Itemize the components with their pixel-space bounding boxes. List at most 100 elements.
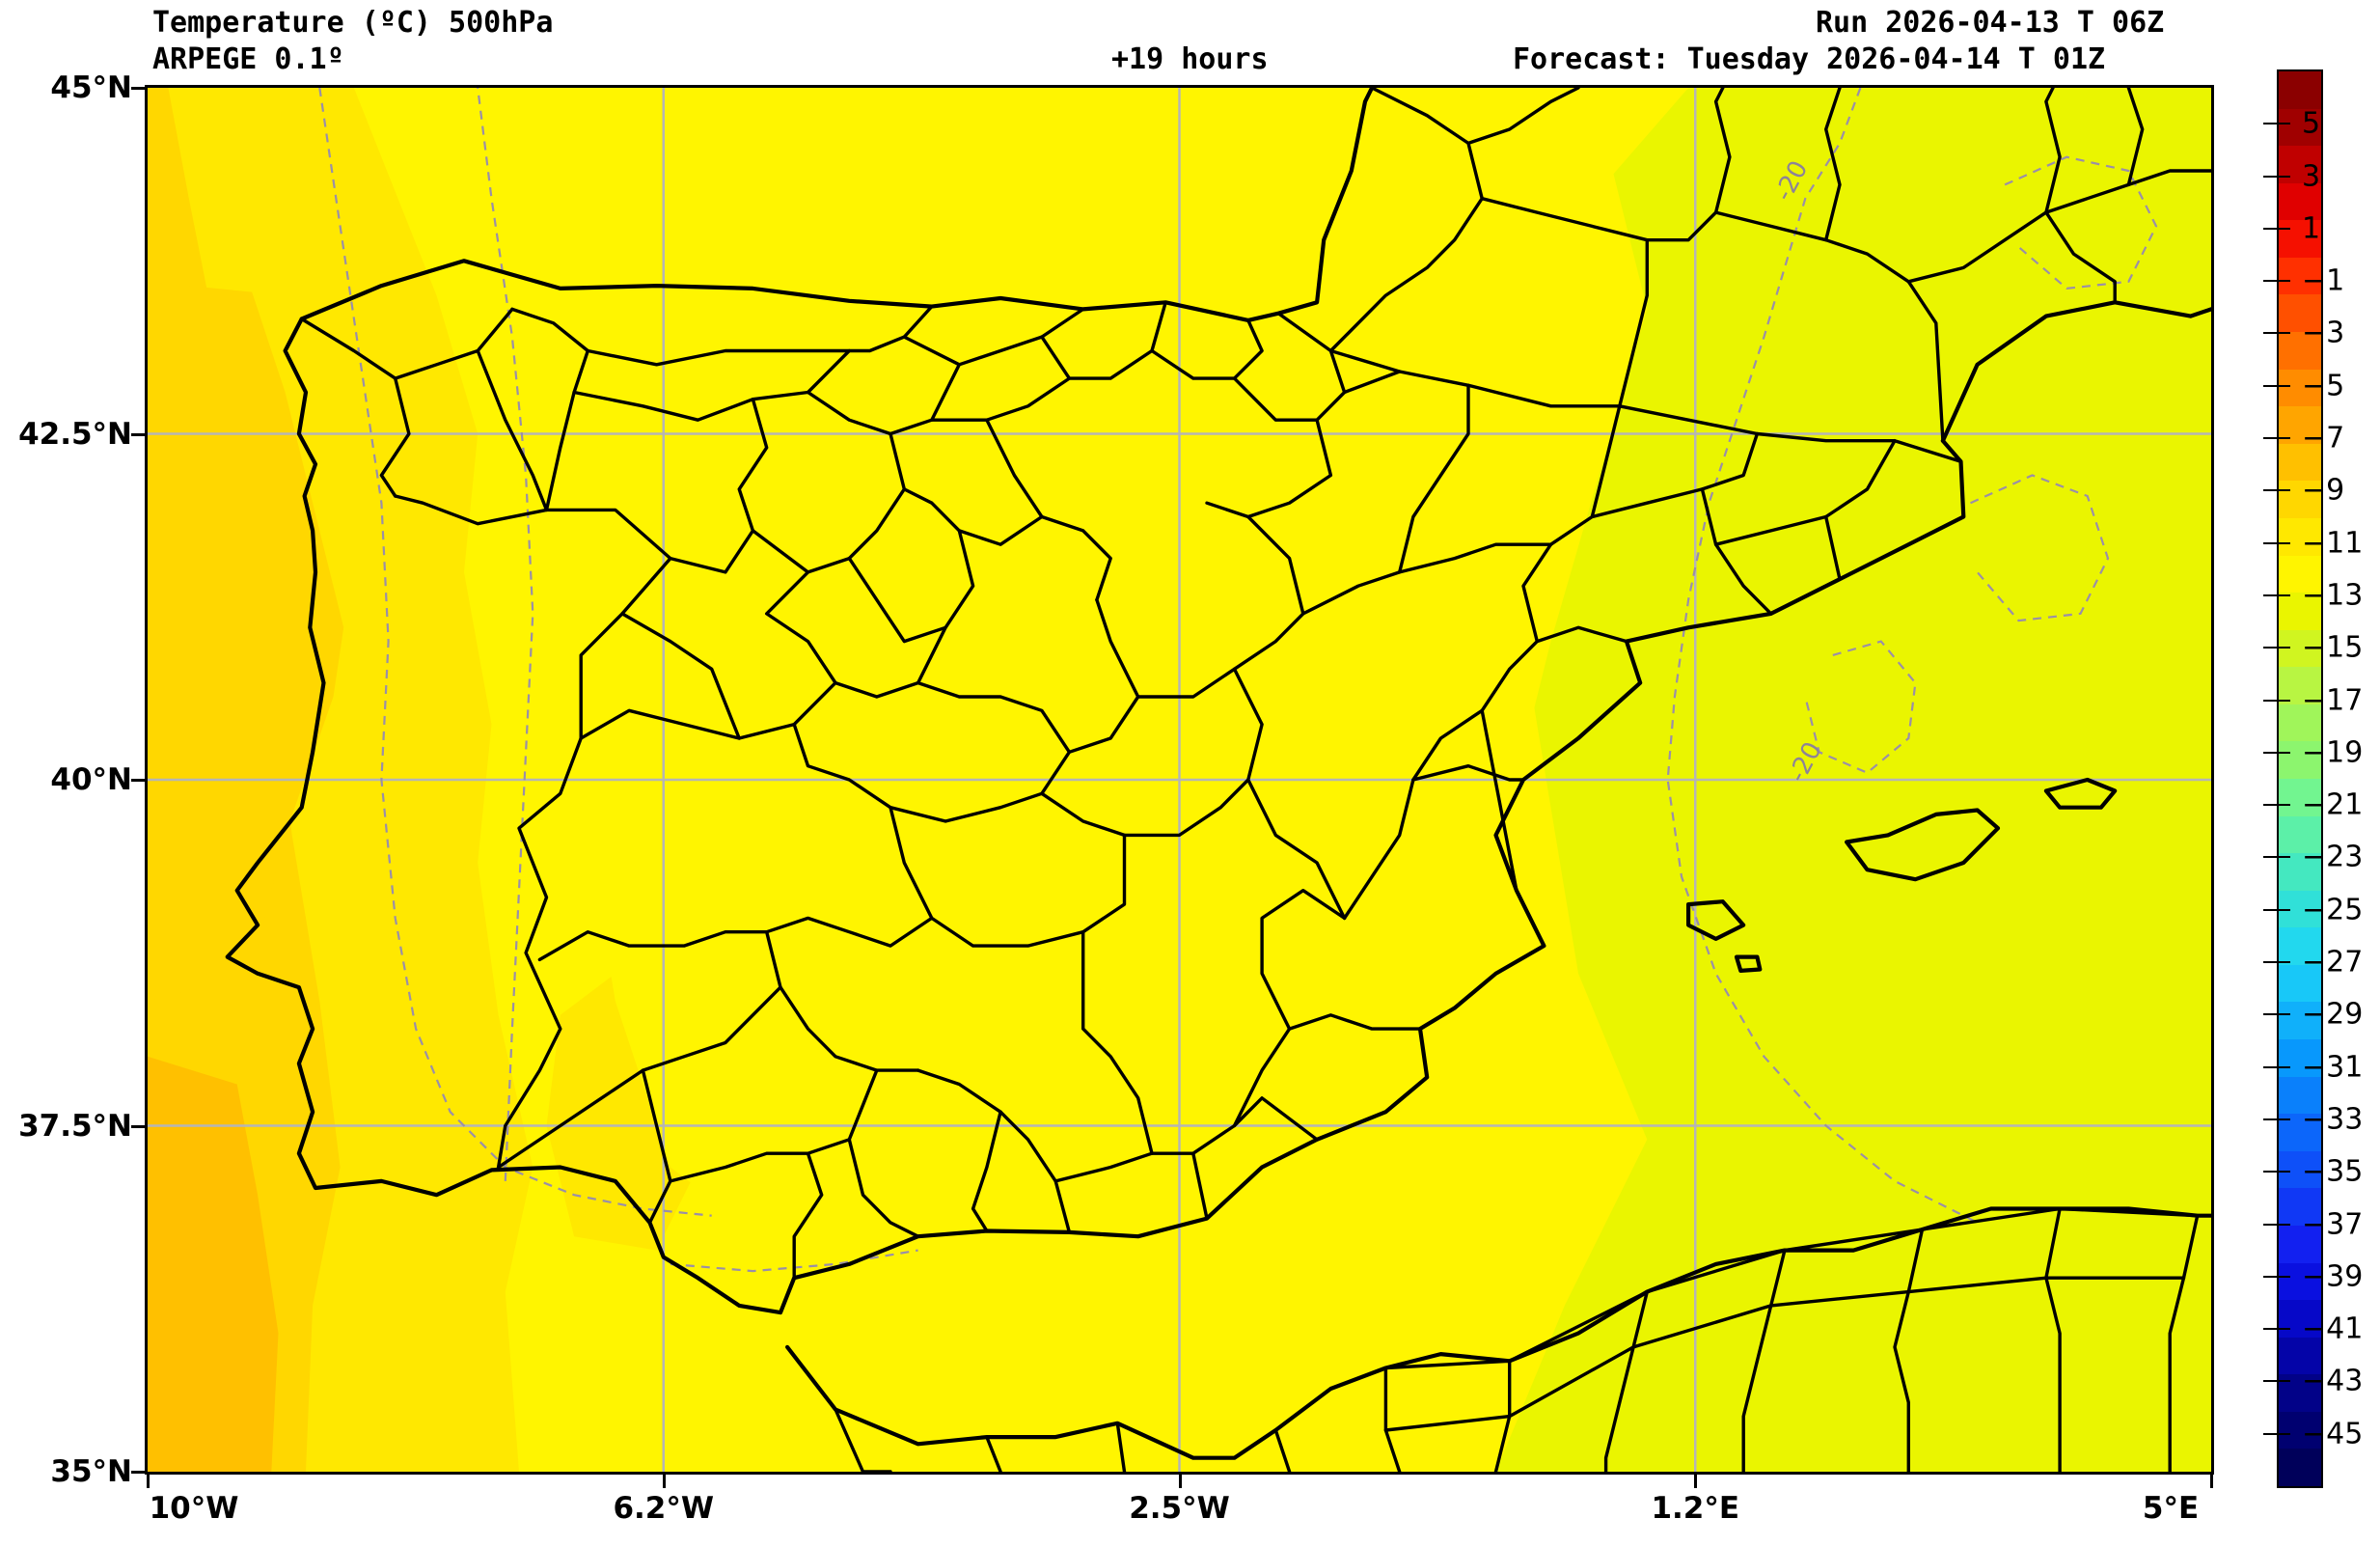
colorbar-segment	[2279, 927, 2321, 965]
colorbar-tick-label-16: −27	[2302, 945, 2364, 980]
colorbar-segment	[2279, 1300, 2321, 1338]
colorbar-tick-label-9: −13	[2302, 578, 2364, 613]
colorbar-tick-label-6: −7	[2302, 421, 2345, 456]
colorbar-tick	[2263, 1065, 2290, 1068]
colorbar-tick-label-18: −31	[2302, 1050, 2364, 1085]
forecast-time-label: Forecast: Tuesday 2026-04-14 T 01Z	[1513, 42, 2106, 76]
colorbar-tick	[2263, 1275, 2290, 1278]
colorbar-tick	[2263, 1380, 2290, 1383]
colorbar-tick-label-7: −9	[2302, 473, 2345, 508]
lon-tick-label-4: 5°E	[2142, 1491, 2200, 1526]
colorbar-segment	[2279, 1337, 2321, 1375]
lon-tick-mark	[147, 1475, 150, 1488]
colorbar-tick-label-3: −1	[2302, 263, 2345, 298]
colorbar-tick-label-25: −45	[2302, 1417, 2364, 1451]
colorbar-tick	[2263, 1432, 2290, 1435]
colorbar-tick-label-12: −19	[2302, 735, 2364, 770]
colorbar-segment	[2279, 1262, 2321, 1301]
lon-tick-mark	[1178, 1475, 1182, 1488]
lat-tick-label-4: 35°N	[50, 1454, 132, 1489]
colorbar-segment	[2279, 778, 2321, 816]
colorbar-tick	[2263, 751, 2290, 754]
colorbar-tick-label-5: −5	[2302, 369, 2345, 403]
colorbar-segment	[2279, 220, 2321, 258]
colorbar-segment	[2279, 815, 2321, 854]
lon-tick-label-1: 6.2°W	[613, 1491, 715, 1526]
colorbar-segment	[2279, 1411, 2321, 1449]
colorbar-tick-label-14: −23	[2302, 840, 2364, 874]
colorbar-segment	[2279, 1076, 2321, 1115]
colorbar-tick	[2263, 437, 2290, 440]
colorbar-segment	[2279, 71, 2321, 109]
colorbar-segment	[2279, 182, 2321, 221]
colorbar-segment	[2279, 108, 2321, 147]
colorbar-tick	[2263, 1223, 2290, 1226]
colorbar-tick	[2263, 489, 2290, 492]
colorbar-tick-label-20: −35	[2302, 1154, 2364, 1189]
colorbar-tick	[2263, 175, 2290, 178]
colorbar-tick	[2263, 908, 2290, 911]
colorbar-tick-label-22: −39	[2302, 1259, 2364, 1294]
lat-tick-label-2: 40°N	[50, 762, 132, 797]
lon-tick-label-0: 10°W	[149, 1491, 239, 1526]
colorbar-tick-label-0: 5	[2302, 106, 2321, 141]
colorbar-tick	[2263, 856, 2290, 859]
colorbar-tick-label-17: −29	[2302, 997, 2364, 1032]
colorbar-segment	[2279, 481, 2321, 518]
colorbar-segment	[2279, 1225, 2321, 1263]
colorbar-tick-label-10: −15	[2302, 630, 2364, 665]
colorbar-tick	[2263, 1013, 2290, 1016]
colorbar-tick-label-8: −11	[2302, 526, 2364, 561]
colorbar-tick	[2263, 647, 2290, 649]
colorbar-tick	[2263, 804, 2290, 807]
lat-tick-mark	[131, 432, 145, 436]
colorbar-tick	[2263, 332, 2290, 335]
colorbar-tick	[2263, 1118, 2290, 1120]
colorbar-segment	[2279, 1188, 2321, 1226]
colorbar-segment	[2279, 593, 2321, 630]
model-label: ARPEGE 0.1º	[152, 42, 344, 76]
lead-time-label: +19 hours	[1111, 42, 1269, 76]
colorbar-tick-label-11: −17	[2302, 683, 2364, 718]
colorbar-tick-label-4: −3	[2302, 316, 2345, 350]
lat-tick-label-1: 42.5°N	[18, 416, 132, 452]
colorbar-segment	[2279, 853, 2321, 891]
colorbar-tick	[2263, 699, 2290, 702]
colorbar-segment	[2279, 555, 2321, 594]
colorbar-segment	[2279, 1039, 2321, 1077]
colorbar-segment	[2279, 443, 2321, 482]
lat-tick-mark	[131, 1124, 145, 1128]
lat-tick-label-0: 45°N	[50, 70, 132, 105]
colorbar-tick-label-15: −25	[2302, 893, 2364, 927]
lon-tick-label-2: 2.5°W	[1129, 1491, 1230, 1526]
lon-tick-mark	[1694, 1475, 1698, 1488]
lon-tick-mark	[662, 1475, 666, 1488]
colorbar-segment	[2279, 1449, 2321, 1486]
colorbar-segment	[2279, 741, 2321, 779]
colorbar-tick-label-23: −41	[2302, 1311, 2364, 1346]
colorbar-segment	[2279, 667, 2321, 704]
colorbar-tick-label-21: −37	[2302, 1207, 2364, 1242]
colorbar-tick-label-1: 3	[2302, 159, 2321, 194]
colorbar-segment	[2279, 704, 2321, 742]
lat-tick-label-3: 37.5°N	[18, 1108, 132, 1144]
colorbar-segment	[2279, 964, 2321, 1003]
colorbar-tick	[2263, 961, 2290, 964]
colorbar-tick-label-24: −43	[2302, 1364, 2364, 1398]
colorbar-segment	[2279, 332, 2321, 370]
colorbar-tick-label-2: 1	[2302, 211, 2321, 246]
colorbar-tick	[2263, 280, 2290, 283]
weather-map[interactable]: -20 -20	[145, 85, 2214, 1475]
lon-tick-label-3: 1.2°E	[1651, 1491, 1740, 1526]
colorbar-segment	[2279, 257, 2321, 295]
colorbar-segment	[2279, 369, 2321, 407]
colorbar-tick	[2263, 384, 2290, 387]
run-time-label: Run 2026-04-13 T 06Z	[1816, 6, 2165, 40]
colorbar-segment	[2279, 294, 2321, 333]
lat-tick-mark	[131, 87, 145, 90]
page-title: Temperature (ºC) 500hPa	[152, 6, 554, 40]
colorbar-segment	[2279, 517, 2321, 556]
colorbar-tick	[2263, 594, 2290, 596]
colorbar-tick-label-13: −21	[2302, 787, 2364, 822]
map-canvas: -20-20	[148, 88, 2211, 1472]
